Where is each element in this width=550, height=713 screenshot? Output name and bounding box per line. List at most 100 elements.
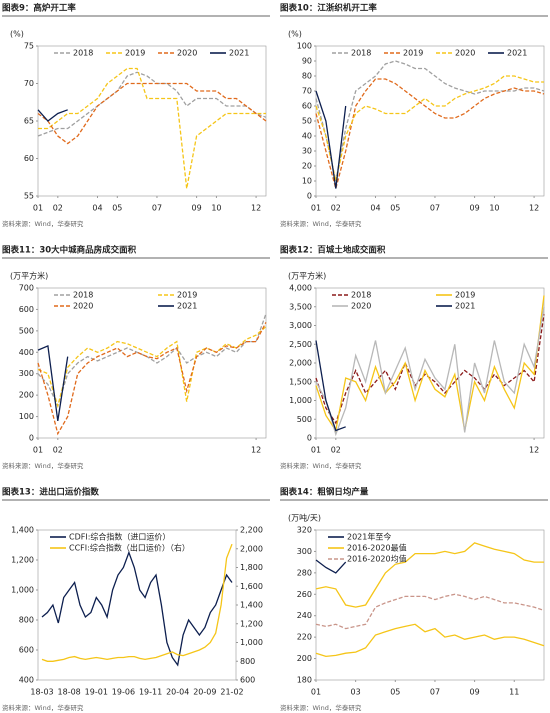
y-tick-label: 1,000 bbox=[289, 396, 312, 405]
series-line bbox=[37, 326, 267, 409]
y-tick-label: 2,500 bbox=[289, 340, 312, 349]
y2-tick-label: 1,000 bbox=[240, 638, 263, 647]
legend-label: CDFI:综合指数（进口运价） bbox=[69, 532, 170, 542]
legend-label: 2019 bbox=[125, 49, 145, 58]
y-tick-label: 240 bbox=[297, 611, 312, 620]
axis-unit: (万平方米) bbox=[288, 271, 326, 281]
source-note: 资料来源：Wind，华泰研究 bbox=[280, 703, 362, 712]
series-line bbox=[315, 306, 545, 437]
y-tick-label: 50 bbox=[302, 117, 312, 126]
y-tick-label: 10 bbox=[302, 177, 312, 186]
legend-label: 2021年至今 bbox=[347, 532, 391, 542]
y-tick-label: 90 bbox=[302, 57, 312, 66]
y-tick-label: 30 bbox=[302, 147, 312, 156]
series-line bbox=[315, 559, 347, 574]
plot-frame bbox=[315, 287, 545, 439]
legend-label: 2021 bbox=[507, 49, 527, 58]
axis-unit: (%) bbox=[10, 30, 24, 39]
y-tick-label: 65 bbox=[24, 117, 34, 126]
y-tick-label: 60 bbox=[24, 154, 34, 163]
plot-frame bbox=[37, 45, 267, 197]
x-tick-label: 18-08 bbox=[58, 688, 81, 697]
panel-title: 图表12：百城土地成交面积 bbox=[280, 245, 386, 256]
x-tick-label: 05 bbox=[390, 688, 400, 697]
y-tick-label: 0 bbox=[29, 434, 34, 443]
y-tick-label: 220 bbox=[297, 633, 312, 642]
source-note: 资料来源：Wind，华泰研究 bbox=[2, 703, 84, 712]
y-tick-label: 60 bbox=[302, 102, 312, 111]
panel-title: 图表9：高炉开工率 bbox=[2, 3, 76, 14]
series-line bbox=[315, 90, 347, 189]
legend-label: 2020 bbox=[351, 302, 371, 311]
source-note: 资料来源：Wind，华泰研究 bbox=[2, 219, 84, 228]
x-tick-label: 01 bbox=[33, 204, 43, 213]
y-tick-label: 3,000 bbox=[289, 321, 312, 330]
x-tick-label: 12 bbox=[529, 204, 539, 213]
x-tick-label: 10 bbox=[489, 204, 499, 213]
y-tick-label: 20 bbox=[302, 162, 312, 171]
panel-title: 图表11：30大中城商品房成交面积 bbox=[2, 245, 137, 256]
y-tick-label: 180 bbox=[297, 676, 312, 685]
y-tick-label: 1,400 bbox=[11, 526, 34, 535]
series-line bbox=[315, 340, 346, 432]
y-tick-label: 800 bbox=[19, 616, 34, 625]
y-tick-label: 320 bbox=[297, 526, 312, 535]
legend-label: 2021 bbox=[177, 302, 197, 311]
x-tick-label: 02 bbox=[53, 204, 63, 213]
series-line bbox=[37, 71, 267, 137]
axis-unit: (%) bbox=[288, 30, 302, 39]
y-tick-label: 1,000 bbox=[11, 586, 34, 595]
source-note: 资料来源：Wind，华泰研究 bbox=[280, 461, 362, 470]
y-tick-label: 400 bbox=[19, 348, 34, 357]
y2-tick-label: 2,000 bbox=[240, 544, 263, 553]
y-tick-label: 280 bbox=[297, 568, 312, 577]
series-line bbox=[315, 75, 544, 182]
x-tick-label: 01 bbox=[311, 688, 321, 697]
x-tick-label: 09 bbox=[470, 688, 480, 697]
y-tick-label: 55 bbox=[24, 192, 34, 201]
panel-title: 图表10：江浙织机开工率 bbox=[280, 3, 377, 14]
series-line bbox=[315, 295, 545, 433]
y-tick-label: 1,500 bbox=[289, 377, 312, 386]
legend-label: 2018 bbox=[351, 49, 371, 58]
x-tick-label: 18-03 bbox=[30, 688, 53, 697]
legend-label: 2019 bbox=[403, 49, 423, 58]
y2-tick-label: 600 bbox=[240, 676, 255, 685]
legend-label: 2018 bbox=[351, 291, 371, 300]
series-line bbox=[315, 542, 544, 608]
y-tick-label: 200 bbox=[297, 654, 312, 663]
x-tick-label: 03 bbox=[351, 688, 361, 697]
legend-label: 2020 bbox=[73, 302, 93, 311]
plot-frame bbox=[315, 45, 545, 197]
x-tick-label: 11 bbox=[509, 688, 519, 697]
y-tick-label: 600 bbox=[19, 646, 34, 655]
axis-unit: (万吨/天) bbox=[288, 513, 321, 523]
x-tick-label: 01 bbox=[33, 446, 43, 455]
x-tick-label: 12 bbox=[251, 446, 261, 455]
source-note: 资料来源：Wind，华泰研究 bbox=[2, 461, 84, 470]
y-tick-label: 75 bbox=[24, 42, 34, 51]
legend-label: 2021 bbox=[455, 302, 475, 311]
x-tick-label: 19-06 bbox=[112, 688, 135, 697]
plot-frame bbox=[315, 529, 545, 681]
x-tick-label: 21-02 bbox=[220, 688, 243, 697]
x-tick-label: 05 bbox=[112, 204, 122, 213]
legend-label: 2019 bbox=[177, 291, 197, 300]
x-tick-label: 01 bbox=[311, 446, 321, 455]
x-tick-label: 02 bbox=[53, 446, 63, 455]
y-tick-label: 700 bbox=[19, 284, 34, 293]
y2-tick-label: 1,600 bbox=[240, 582, 263, 591]
y2-tick-label: 1,800 bbox=[240, 563, 263, 572]
legend-label: 2016-2020均值 bbox=[347, 554, 407, 564]
series-line bbox=[315, 78, 545, 192]
y-tick-label: 100 bbox=[19, 412, 34, 421]
legend-label: 2019 bbox=[455, 291, 475, 300]
y-tick-label: 200 bbox=[19, 391, 34, 400]
x-tick-label: 07 bbox=[152, 204, 162, 213]
source-note: 资料来源：Wind，华泰研究 bbox=[280, 219, 362, 228]
series-line bbox=[37, 82, 267, 145]
series-line bbox=[37, 322, 267, 436]
axis-unit: (万平方米) bbox=[10, 271, 48, 281]
y2-tick-label: 1,200 bbox=[240, 619, 263, 628]
